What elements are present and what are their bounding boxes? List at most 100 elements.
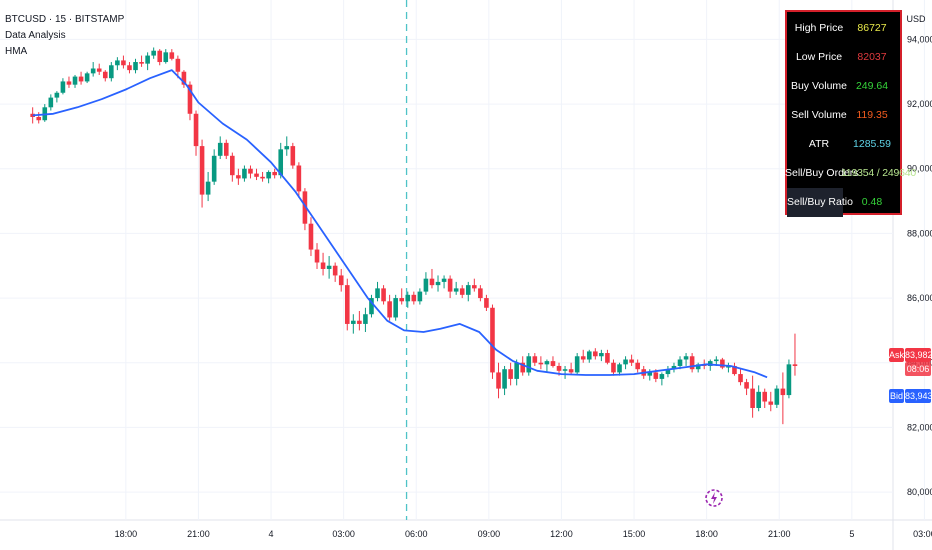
table-value: 1285.59 bbox=[853, 138, 891, 150]
candle-body bbox=[472, 285, 477, 289]
table-row: High Price 86727 bbox=[787, 14, 900, 43]
table-row: Low Price 82037 bbox=[787, 43, 900, 72]
candle-body bbox=[139, 62, 144, 64]
candle-body bbox=[556, 365, 562, 371]
table-row: Buy Volume 249.64 bbox=[787, 72, 900, 101]
candle-body bbox=[175, 58, 181, 72]
candle-body bbox=[30, 113, 35, 117]
y-tick-label: 92,000 bbox=[907, 99, 932, 109]
table-label: Sell/Buy Orders bbox=[785, 167, 859, 179]
candle-body bbox=[278, 149, 284, 176]
x-tick-label: 21:00 bbox=[768, 529, 791, 539]
candle-body bbox=[266, 171, 271, 179]
candle-body bbox=[441, 278, 447, 282]
candle-body bbox=[217, 142, 223, 156]
candle-body bbox=[550, 361, 556, 366]
candle-body bbox=[429, 278, 435, 286]
candle-body bbox=[647, 372, 653, 376]
x-tick-label: 21:00 bbox=[187, 529, 210, 539]
candle-body bbox=[484, 298, 489, 308]
candle-body bbox=[302, 191, 308, 224]
x-tick-label: 03:00 bbox=[913, 529, 932, 539]
candle-body bbox=[405, 294, 411, 302]
candle-body bbox=[629, 359, 634, 363]
candle-body bbox=[689, 356, 695, 370]
table-value: 0.48 bbox=[861, 196, 883, 208]
table-label: ATR bbox=[808, 138, 830, 150]
candle-body bbox=[459, 288, 465, 295]
candle-body bbox=[423, 278, 429, 292]
candle-body bbox=[726, 365, 731, 368]
candle-body bbox=[453, 288, 459, 292]
candle-body bbox=[732, 365, 737, 375]
candle-body bbox=[96, 68, 102, 72]
y-tick-label: 82,000 bbox=[907, 422, 932, 432]
replay-watermark-icon bbox=[705, 489, 723, 507]
candle-body bbox=[242, 168, 247, 179]
candle-body bbox=[351, 320, 356, 324]
candle-body bbox=[707, 361, 713, 366]
candle-body bbox=[272, 171, 277, 176]
candle-body bbox=[447, 278, 453, 292]
candle-body bbox=[78, 76, 84, 82]
candle-body bbox=[490, 307, 495, 373]
candle-body bbox=[617, 364, 622, 373]
candle-body bbox=[363, 314, 368, 324]
candle-body bbox=[381, 288, 386, 302]
table-value: 119354 / 249640 bbox=[841, 167, 917, 179]
candle-body bbox=[102, 71, 108, 79]
candle-body bbox=[532, 356, 538, 363]
candle-body bbox=[145, 55, 150, 64]
candle-body bbox=[338, 275, 344, 286]
chart-legend: BTCUSD · 15 · BITSTAMP Data Analysis HMA bbox=[5, 12, 124, 60]
candle-body bbox=[520, 362, 526, 373]
table-value: 119.35 bbox=[856, 109, 888, 121]
x-tick-label: 18:00 bbox=[695, 529, 718, 539]
candle-body bbox=[369, 298, 374, 315]
currency-button[interactable]: USD bbox=[906, 14, 926, 24]
symbol-title[interactable]: BTCUSD · 15 · BITSTAMP bbox=[5, 14, 125, 25]
candle-body bbox=[187, 84, 193, 114]
candle-body bbox=[326, 265, 332, 269]
candle-body bbox=[320, 262, 326, 269]
candle-body bbox=[308, 223, 314, 250]
candle-body bbox=[284, 146, 290, 150]
table-row: Sell/Buy Orders 119354 / 249640 bbox=[785, 159, 917, 188]
candle-body bbox=[478, 288, 483, 299]
y-tick-label: 80,000 bbox=[907, 487, 932, 497]
candle-body bbox=[211, 155, 217, 182]
candle-body bbox=[465, 285, 471, 295]
candle-body bbox=[121, 60, 126, 66]
indicator-data-analysis[interactable]: Data Analysis bbox=[5, 30, 66, 41]
candle-body bbox=[665, 369, 671, 375]
candle-body bbox=[599, 353, 604, 357]
bid-price-tag: 83,943 bbox=[905, 389, 932, 403]
table-row: ATR 1285.59 bbox=[787, 130, 900, 159]
table-row: Sell/Buy Ratio 0.48 bbox=[787, 188, 900, 217]
y-tick-label: 86,000 bbox=[907, 293, 932, 303]
candle-body bbox=[695, 364, 701, 370]
candle-body bbox=[48, 97, 54, 108]
x-tick-label: 4 bbox=[269, 529, 274, 539]
candle-body bbox=[653, 372, 659, 379]
candle-body bbox=[744, 382, 749, 389]
candle-body bbox=[568, 369, 574, 373]
indicator-hma[interactable]: HMA bbox=[5, 46, 28, 57]
table-label: Buy Volume bbox=[790, 80, 848, 92]
candle-body bbox=[411, 294, 417, 302]
candle-body bbox=[774, 388, 780, 405]
candle-timer: 08:06 bbox=[905, 362, 931, 376]
candle-body bbox=[332, 265, 338, 276]
candle-body bbox=[127, 65, 132, 71]
candle-body bbox=[60, 81, 66, 93]
candle-body bbox=[296, 165, 302, 192]
table-label: Sell Volume bbox=[791, 109, 847, 121]
x-tick-label: 06:00 bbox=[405, 529, 428, 539]
candle-body bbox=[169, 52, 175, 59]
candle-body bbox=[496, 372, 501, 389]
candle-body bbox=[502, 369, 507, 389]
candle-body bbox=[605, 353, 610, 363]
candle-body bbox=[738, 374, 743, 383]
candle-body bbox=[683, 356, 689, 360]
